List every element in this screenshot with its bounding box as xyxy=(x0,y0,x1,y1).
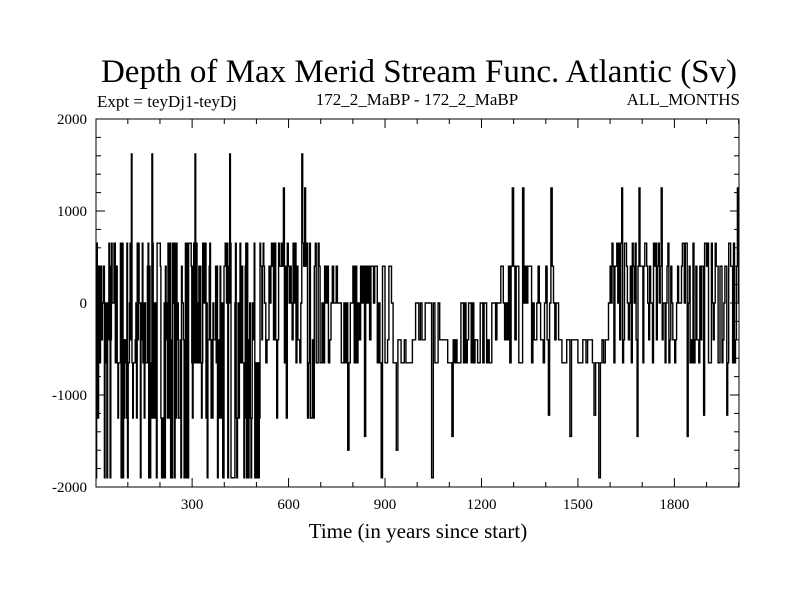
y-tick-label: 2000 xyxy=(57,112,87,128)
months-label: ALL_MONTHS xyxy=(627,90,740,109)
y-tick-label: -2000 xyxy=(52,480,87,496)
x-tick-label: 1200 xyxy=(466,497,496,513)
y-tick-label: 0 xyxy=(80,296,88,312)
x-axis: 300 600 900 1200 1500 1800 xyxy=(181,119,689,513)
plot-frame xyxy=(95,118,740,488)
x-tick-label: 600 xyxy=(277,497,300,513)
chart-title: Depth of Max Merid Stream Func. Atlantic… xyxy=(101,54,737,90)
experiment-label: Expt = teyDj1-teyDj xyxy=(97,92,237,111)
period-label: 172_2_MaBP - 172_2_MaBP xyxy=(316,90,518,109)
x-axis-label: Time (in years since start) xyxy=(309,519,528,543)
x-tick-label: 1800 xyxy=(659,497,689,513)
minor-ticks xyxy=(96,119,740,487)
x-tick-label: 900 xyxy=(374,497,397,513)
plot-area xyxy=(96,153,739,479)
y-tick-label: -1000 xyxy=(52,388,87,404)
series-line xyxy=(96,153,739,479)
y-axis: -2000 -1000 0 1000 2000 xyxy=(52,112,739,496)
x-tick-label: 300 xyxy=(181,497,204,513)
y-tick-label: 1000 xyxy=(57,204,87,220)
x-tick-label: 1500 xyxy=(563,497,593,513)
